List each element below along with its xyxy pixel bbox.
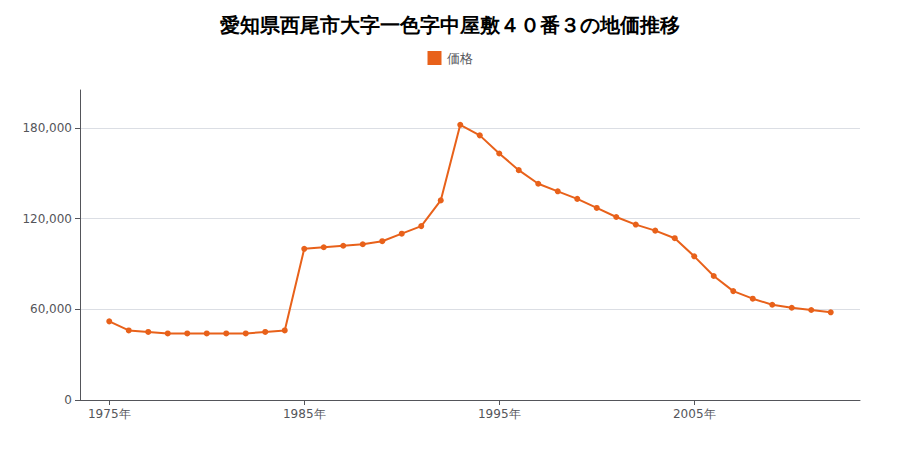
svg-text:愛知県西尾市大字一色字中屋敷４０番３の地価推移: 愛知県西尾市大字一色字中屋敷４０番３の地価推移: [220, 13, 680, 37]
svg-text:60,000: 60,000: [30, 302, 72, 316]
svg-text:1985年: 1985年: [283, 407, 326, 421]
svg-text:2005年: 2005年: [673, 407, 716, 421]
svg-text:1995年: 1995年: [478, 407, 521, 421]
svg-text:1975年: 1975年: [88, 407, 131, 421]
svg-text:180,000: 180,000: [22, 121, 72, 135]
svg-text:価格: 価格: [447, 51, 473, 66]
svg-text:120,000: 120,000: [22, 212, 72, 226]
svg-text:0: 0: [64, 393, 72, 407]
